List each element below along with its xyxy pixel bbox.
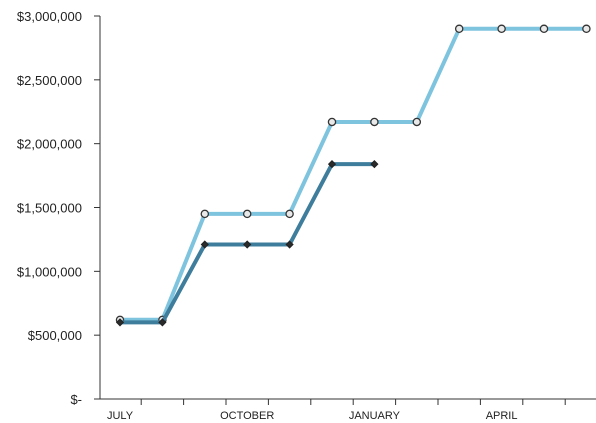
y-tick-label: $500,000 xyxy=(28,328,82,343)
series-1-point xyxy=(539,24,549,34)
x-tick-label: OCTOBER xyxy=(220,410,274,422)
y-tick-label: $- xyxy=(70,392,82,407)
series-1-line xyxy=(118,26,589,322)
series-1-point xyxy=(327,117,337,127)
y-tick-label: $2,000,000 xyxy=(17,137,82,152)
series-1-point xyxy=(242,209,252,219)
x-tick-label: APRIL xyxy=(486,410,518,422)
x-tick-label: JANUARY xyxy=(349,410,401,422)
series-2-point xyxy=(370,159,379,169)
y-axis-ticks: $- $500,000 $1,000,000 $1,500,000 $2,000,000… xyxy=(17,9,100,407)
x-tick-label: JULY xyxy=(107,410,134,422)
series-2-point xyxy=(200,240,209,249)
series-layer xyxy=(115,24,591,327)
series-1-point xyxy=(497,24,506,34)
x-axis-ticks: JULY OCTOBER JANUARY APRIL xyxy=(107,399,566,422)
series-1-point xyxy=(582,24,591,34)
y-tick-label: $1,000,000 xyxy=(17,264,82,279)
series-1-point xyxy=(454,24,464,34)
series-2-point xyxy=(327,159,337,169)
series-2-point xyxy=(158,318,167,327)
y-tick-label: $3,000,000 xyxy=(17,9,82,24)
series-1-point xyxy=(200,209,210,219)
series-1-point xyxy=(412,117,422,127)
series-2-point xyxy=(115,318,125,327)
y-tick-label: $2,500,000 xyxy=(17,73,82,88)
series-2-point xyxy=(285,240,294,249)
y-tick-label: $1,500,000 xyxy=(17,201,82,216)
series-2-point xyxy=(243,240,252,249)
series-1-point xyxy=(285,209,294,219)
series-1-point xyxy=(370,117,379,127)
